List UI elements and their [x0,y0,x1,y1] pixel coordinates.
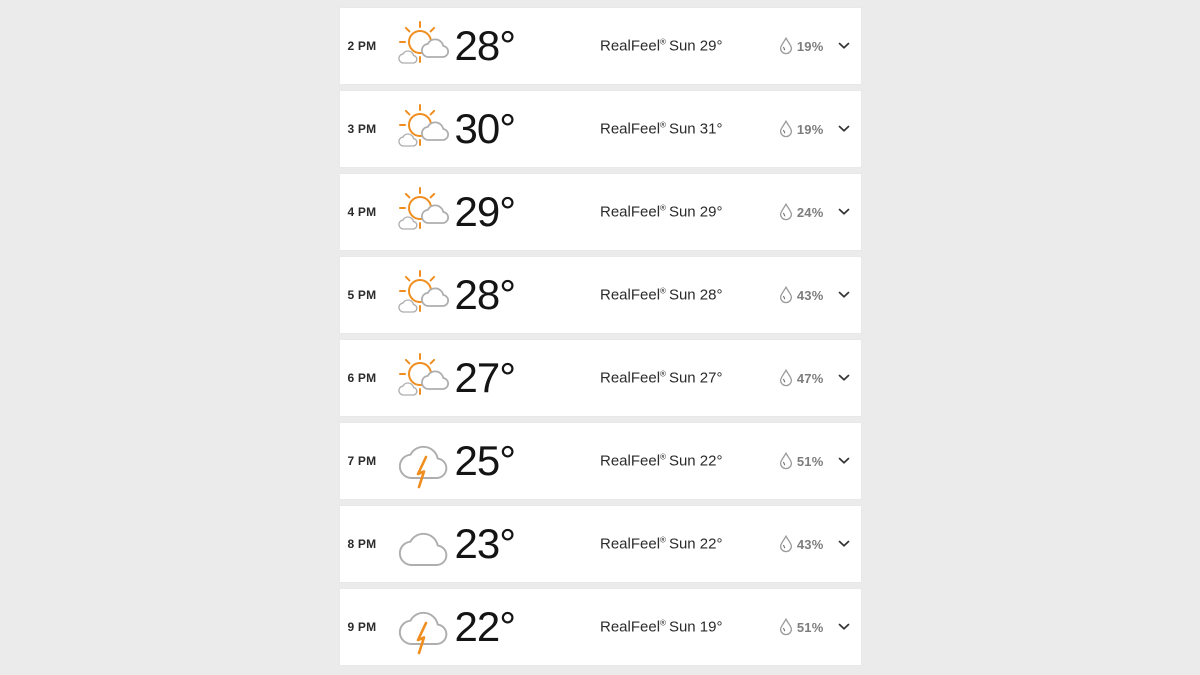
hourly-row-left: 2 PM 28° [340,17,516,75]
hourly-row[interactable]: 7 PM 25° RealFeel® Sun 22° 51% [339,423,861,499]
intermittent-clouds-icon [394,100,452,158]
realfeel-text: RealFeel® Sun 29° [600,37,723,55]
temperature: 23° [454,520,517,567]
temperature: 28° [454,22,517,69]
chevron-down-icon[interactable] [838,125,850,133]
intermittent-clouds-icon [394,183,452,241]
hourly-row[interactable]: 3 PM 30° RealFeel® Sun 31° 19% [339,91,861,167]
hourly-row[interactable]: 5 PM 28° RealFeel® Sun 28° 43% [339,257,861,333]
precipitation-percent: 51% [796,453,824,469]
hourly-row[interactable]: 8 PM 23° RealFeel® Sun 22° 43% [339,506,861,582]
droplet-icon [779,203,793,221]
precipitation-percent: 19% [796,121,824,137]
registered-mark: ® [660,618,666,628]
hourly-row-left: 6 PM 27° [340,349,516,407]
hourly-row-left: 7 PM 25° [340,432,516,490]
droplet-icon [779,120,793,138]
hourly-forecast-list: 2 PM 28° RealFeel® Sun 29° 19% 3 PM 30° R… [339,0,861,665]
registered-mark: ® [660,120,666,130]
temperature: 29° [454,188,517,235]
hourly-row[interactable]: 4 PM 29° RealFeel® Sun 29° 24% [339,174,861,250]
time-label: 5 PM [347,288,377,302]
hourly-row-right: 51% [779,452,850,470]
hourly-row-right: 51% [779,618,850,636]
chevron-down-icon[interactable] [838,623,850,631]
realfeel-text: RealFeel® Sun 29° [600,203,723,221]
droplet-icon [779,286,793,304]
precipitation-percent: 43% [796,536,824,552]
realfeel-text: RealFeel® Sun 22° [600,452,723,470]
realfeel-text: RealFeel® Sun 28° [600,286,723,304]
time-label: 3 PM [347,122,377,136]
registered-mark: ® [660,203,666,213]
registered-mark: ® [660,369,666,379]
hourly-row[interactable]: 2 PM 28° RealFeel® Sun 29° 19% [339,8,861,84]
hourly-row-left: 4 PM 29° [340,183,516,241]
registered-mark: ® [660,286,666,296]
precipitation-percent: 19% [796,38,824,54]
hourly-row-right: 43% [779,535,850,553]
chevron-down-icon[interactable] [838,374,850,382]
realfeel-text: RealFeel® Sun 22° [600,535,723,553]
hourly-row-left: 3 PM 30° [340,100,516,158]
thunderstorm-icon [394,432,452,490]
intermittent-clouds-icon [394,349,452,407]
time-label: 8 PM [347,537,377,551]
droplet-icon [779,369,793,387]
intermittent-clouds-icon [394,17,452,75]
thunderstorm-icon [394,598,452,656]
chevron-down-icon[interactable] [838,540,850,548]
temperature: 22° [454,603,517,650]
time-label: 7 PM [347,454,377,468]
temperature: 30° [454,105,517,152]
hourly-row-left: 5 PM 28° [340,266,516,324]
intermittent-clouds-icon [394,266,452,324]
precipitation-percent: 24% [796,204,824,220]
temperature: 27° [454,354,517,401]
temperature: 28° [454,271,517,318]
chevron-down-icon[interactable] [838,42,850,50]
droplet-icon [779,37,793,55]
precipitation-percent: 51% [796,619,824,635]
hourly-row[interactable]: 6 PM 27° RealFeel® Sun 27° 47% [339,340,861,416]
hourly-row-left: 8 PM 23° [340,515,516,573]
hourly-row-left: 9 PM 22° [340,598,516,656]
hourly-row-right: 19% [779,37,850,55]
droplet-icon [779,618,793,636]
realfeel-text: RealFeel® Sun 27° [600,369,723,387]
time-label: 6 PM [347,371,377,385]
chevron-down-icon[interactable] [838,457,850,465]
hourly-row-right: 47% [779,369,850,387]
realfeel-text: RealFeel® Sun 31° [600,120,723,138]
time-label: 4 PM [347,205,377,219]
time-label: 2 PM [347,39,377,53]
registered-mark: ® [660,37,666,47]
cloudy-icon [394,515,452,573]
registered-mark: ® [660,452,666,462]
hourly-row-right: 24% [779,203,850,221]
precipitation-percent: 47% [796,370,824,386]
hourly-row-right: 43% [779,286,850,304]
chevron-down-icon[interactable] [838,208,850,216]
hourly-row-right: 19% [779,120,850,138]
temperature: 25° [454,437,517,484]
chevron-down-icon[interactable] [838,291,850,299]
realfeel-text: RealFeel® Sun 19° [600,618,723,636]
time-label: 9 PM [347,620,377,634]
precipitation-percent: 43% [796,287,824,303]
hourly-row[interactable]: 9 PM 22° RealFeel® Sun 19° 51% [339,589,861,665]
droplet-icon [779,535,793,553]
droplet-icon [779,452,793,470]
registered-mark: ® [660,535,666,545]
